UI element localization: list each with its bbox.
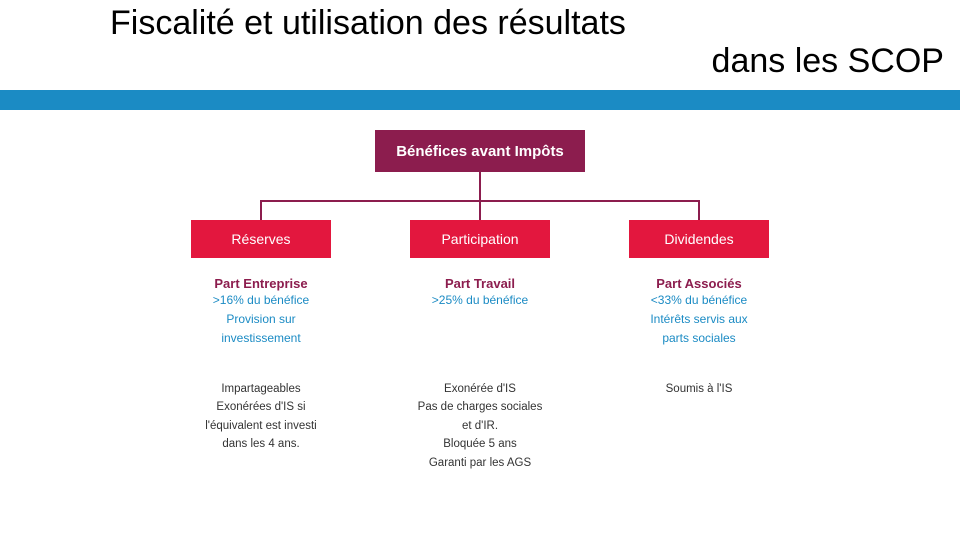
detail-block-2: Exonérée d'IS Pas de charges sociales et…	[390, 380, 570, 472]
branch-node-participation: Participation	[410, 220, 550, 258]
detail-line: et d'IR.	[390, 417, 570, 435]
part-line: investissement	[171, 329, 351, 348]
connector-drop-1	[260, 200, 262, 220]
part-header: Part Travail	[390, 276, 570, 291]
part-line: Intérêts servis aux	[609, 310, 789, 329]
title-line-2: dans les SCOP	[712, 42, 944, 81]
detail-block-1: Impartageables Exonérées d'IS si l'équiv…	[171, 380, 351, 454]
part-block-associes: Part Associés <33% du bénéfice Intérêts …	[609, 276, 789, 349]
part-header: Part Entreprise	[171, 276, 351, 291]
part-line: >16% du bénéfice	[171, 291, 351, 310]
part-line: parts sociales	[609, 329, 789, 348]
detail-line: Exonérée d'IS	[390, 380, 570, 398]
detail-line: Soumis à l'IS	[609, 380, 789, 398]
part-block-travail: Part Travail >25% du bénéfice	[390, 276, 570, 310]
part-header: Part Associés	[609, 276, 789, 291]
detail-line: Exonérées d'IS si	[171, 398, 351, 416]
detail-line: Garanti par les AGS	[390, 454, 570, 472]
title-line-1: Fiscalité et utilisation des résultats	[110, 4, 626, 43]
branch-node-reserves: Réserves	[191, 220, 331, 258]
root-node: Bénéfices avant Impôts	[375, 130, 585, 172]
detail-line: Bloquée 5 ans	[390, 435, 570, 453]
branch-node-dividendes: Dividendes	[629, 220, 769, 258]
slide: Fiscalité et utilisation des résultats d…	[0, 0, 960, 540]
connector-drop-3	[698, 200, 700, 220]
detail-block-3: Soumis à l'IS	[609, 380, 789, 398]
title-underline-bar	[0, 90, 960, 110]
detail-line: l'équivalent est investi	[171, 417, 351, 435]
part-line: <33% du bénéfice	[609, 291, 789, 310]
detail-line: Pas de charges sociales	[390, 398, 570, 416]
connector-drop-2	[479, 200, 481, 220]
part-block-entreprise: Part Entreprise >16% du bénéfice Provisi…	[171, 276, 351, 349]
part-line: Provision sur	[171, 310, 351, 329]
detail-line: Impartageables	[171, 380, 351, 398]
detail-line: dans les 4 ans.	[171, 435, 351, 453]
connector-root-stem	[479, 172, 481, 200]
part-line: >25% du bénéfice	[390, 291, 570, 310]
